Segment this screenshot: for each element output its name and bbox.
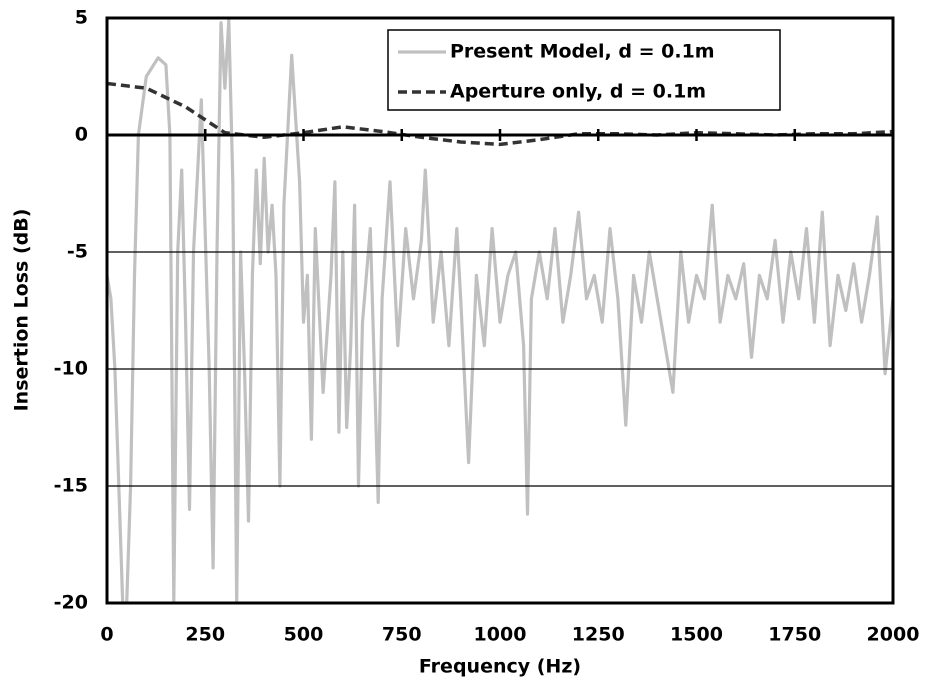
x-tick-label: 750 [382, 624, 422, 646]
x-tick-label: 1000 [474, 624, 527, 646]
x-tick-label: 2000 [867, 624, 920, 646]
y-tick-label: -5 [67, 241, 88, 263]
legend-label: Present Model, d = 0.1m [450, 41, 715, 63]
legend-label: Aperture only, d = 0.1m [450, 81, 706, 103]
x-tick-label: 0 [100, 624, 113, 646]
y-tick-label: 5 [75, 7, 88, 29]
x-tick-label: 250 [185, 624, 225, 646]
y-axis-label: Insertion Loss (dB) [11, 209, 33, 412]
y-tick-label: -10 [54, 358, 88, 380]
legend-box [387, 29, 781, 111]
x-tick-label: 1250 [572, 624, 625, 646]
legend: Present Model, d = 0.1m Aperture only, d … [387, 29, 781, 111]
x-tick-label: 1500 [670, 624, 723, 646]
plot-frame [105, 16, 895, 605]
y-tick-label: -20 [54, 592, 88, 614]
series-line [107, 18, 893, 603]
x-axis-label: Frequency (Hz) [419, 656, 581, 678]
y-tick-label: 0 [75, 124, 88, 146]
x-tick-label: 1750 [768, 624, 821, 646]
y-tick-label: -15 [54, 475, 88, 497]
x-tick-label: 500 [284, 624, 324, 646]
